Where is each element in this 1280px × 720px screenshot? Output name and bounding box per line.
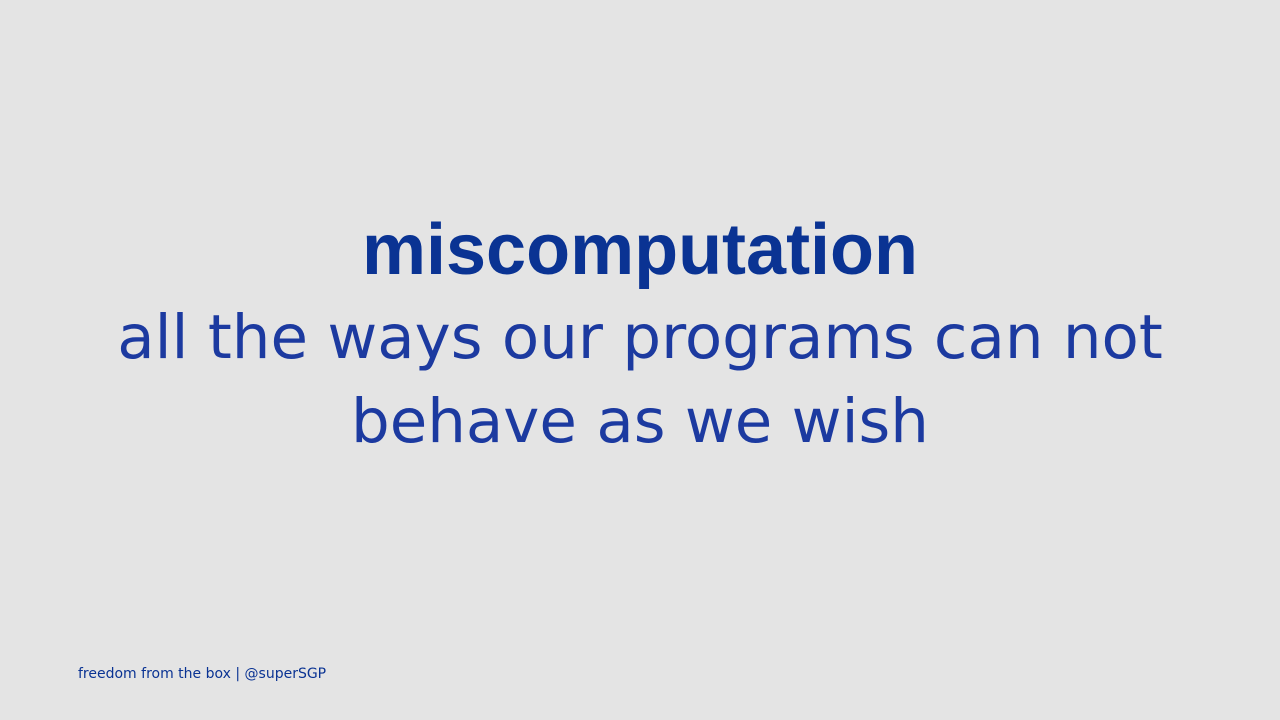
slide-footer: freedom from the box | @superSGP [78,666,327,682]
subtitle-line-2: behave as we wish [351,386,929,457]
slide-subtitle: all the ways our programs can not behave… [60,296,1220,464]
subtitle-line-1: all the ways our programs can not [117,302,1163,373]
slide-title: miscomputation [361,210,919,290]
